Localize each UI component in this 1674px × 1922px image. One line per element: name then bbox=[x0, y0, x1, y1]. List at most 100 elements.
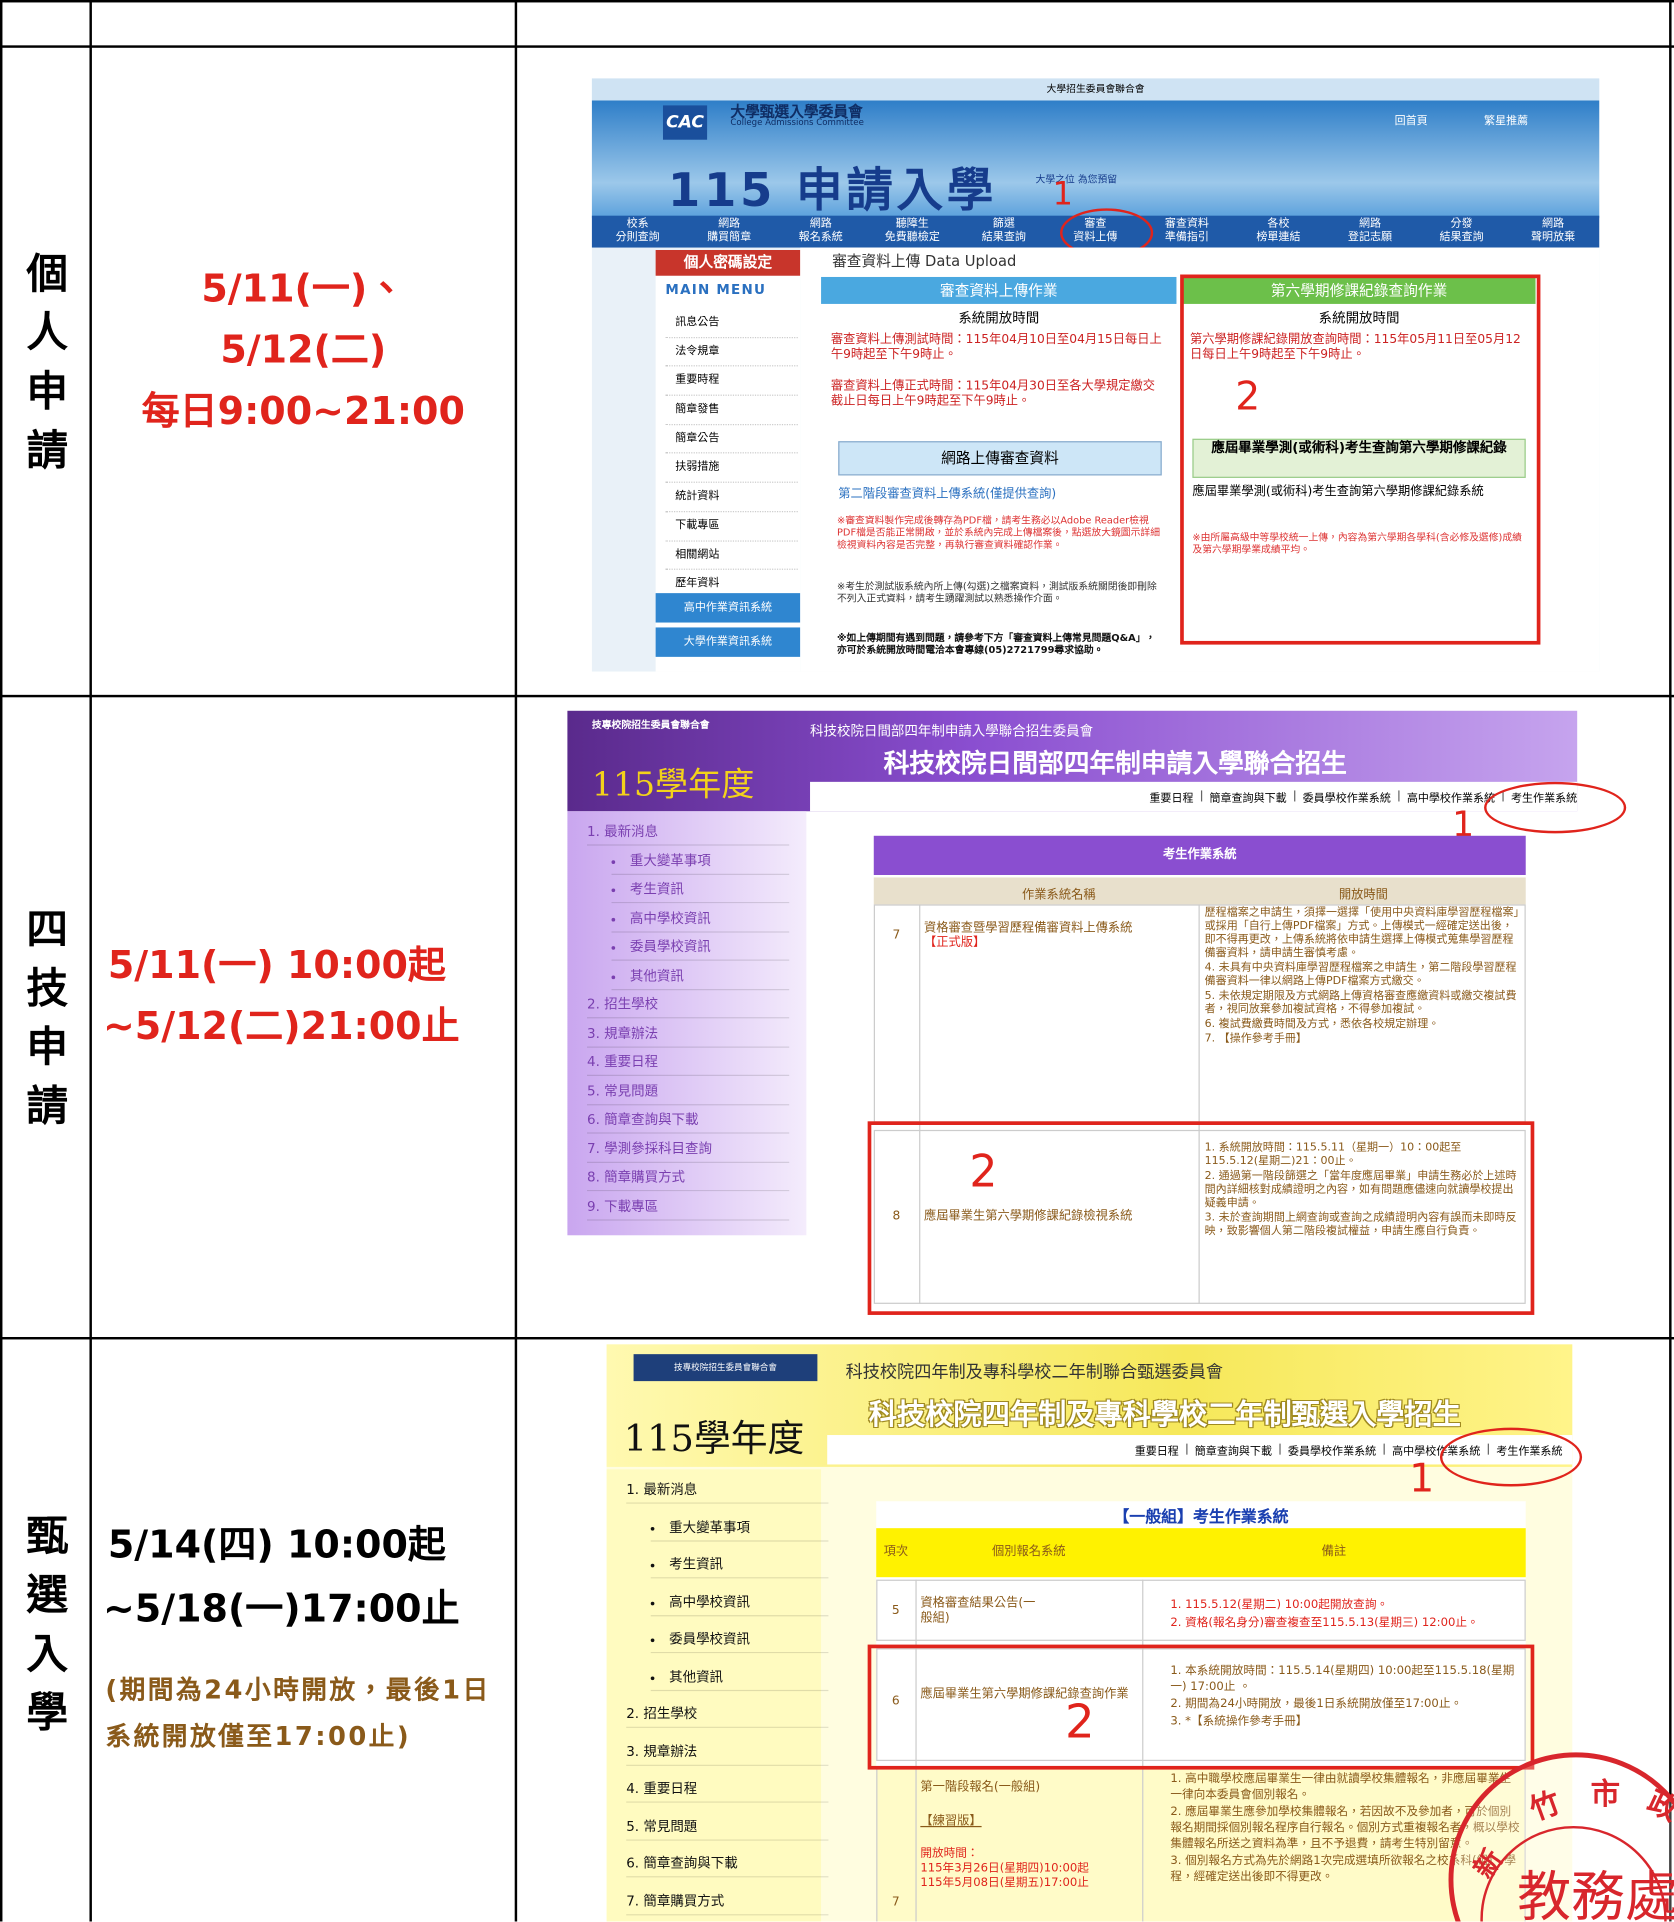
menu-item[interactable]: 3. 規章辦法 bbox=[626, 1741, 829, 1766]
menu-item[interactable]: 6. 簡章查詢與下載 bbox=[587, 1109, 790, 1134]
nav-item[interactable]: 網路 登記志願 bbox=[1324, 218, 1416, 245]
nav-item[interactable]: 網路 聲明放棄 bbox=[1507, 218, 1599, 245]
annotation-box bbox=[1180, 274, 1541, 645]
menu-item[interactable]: 重大變革事項 bbox=[650, 1517, 829, 1542]
note: ※如上傳期間有遇到問題，請參考下方「審查資料上傳常見問題Q&A」，亦可於系統開放… bbox=[837, 632, 1156, 656]
menu-item[interactable]: 委員學校資訊 bbox=[650, 1629, 829, 1654]
org: 大學甄選入學委員會 bbox=[730, 102, 863, 121]
menu-item[interactable]: 委員學校資訊 bbox=[611, 936, 790, 961]
nav-text: 各校 bbox=[1267, 218, 1290, 231]
menu-item[interactable]: 其他資訊 bbox=[611, 965, 790, 990]
row-label: 四技申請 bbox=[18, 906, 68, 1143]
menu-item[interactable]: 3. 規章辦法 bbox=[587, 1023, 790, 1048]
menu-item[interactable]: 高中學校資訊 bbox=[611, 907, 790, 932]
nav-item[interactable]: 各校 榜單連結 bbox=[1233, 218, 1325, 245]
nav-item[interactable]: 校系 分則查詢 bbox=[592, 218, 684, 245]
nav-item[interactable]: 重要日程 bbox=[1149, 792, 1194, 806]
text: 審查資料上傳正式時間：115年04月30日至各大學規定繳交截止日每日上午9時起至… bbox=[830, 379, 1156, 409]
menu-item[interactable]: 8. 簡章購買方式 bbox=[587, 1167, 790, 1192]
table-row bbox=[876, 1767, 1526, 1922]
menu-item[interactable]: 4. 重要日程 bbox=[587, 1051, 790, 1076]
rule bbox=[89, 0, 92, 1922]
menu-item[interactable]: 7. 簡章購買方式 bbox=[626, 1890, 829, 1915]
panel-head: 第六學期修課紀錄查詢作業 bbox=[1182, 276, 1536, 304]
nav-text: 購買簡章 bbox=[707, 231, 752, 244]
link[interactable]: 應屆畢業學測(或術科)考生查詢第六學期修課紀錄系統 bbox=[1192, 485, 1484, 499]
nav-item[interactable]: 篩選 結果查詢 bbox=[958, 218, 1050, 245]
nav-item[interactable]: 分發 結果查詢 bbox=[1416, 218, 1508, 245]
schedule: 5/14(四) 10:00起 bbox=[107, 1523, 446, 1568]
menu: 訊息公告 法令規章 重要時程 簡章發售 簡章公告 扶弱措施 統計資料 下載專區 相關網站 歷年資料 bbox=[665, 309, 798, 600]
annotation: 2 bbox=[969, 1147, 998, 1198]
nav-item[interactable]: 簡章查詢與下載 bbox=[1194, 1446, 1272, 1459]
org: 科技校院四年制及專科學校二年制聯合甄選委員會 bbox=[845, 1362, 1224, 1383]
menu-item[interactable]: 重大變革事項 bbox=[611, 850, 790, 875]
annotation: 1 bbox=[1452, 803, 1475, 845]
nav-text: 網路 bbox=[809, 218, 832, 231]
nav-item[interactable]: 網路 報名系統 bbox=[775, 218, 867, 245]
menu-item[interactable]: 法令規章 bbox=[665, 338, 798, 367]
nav-text: 網路 bbox=[718, 218, 741, 231]
nav-item[interactable]: 簡章查詢與下載 bbox=[1209, 792, 1287, 806]
note-line: 1. 高中職學校應屆畢業生一律由就讀學校集體報名，非應屆畢業生一律向本委員會個別… bbox=[1170, 1772, 1512, 1802]
menu-item[interactable]: 1. 最新消息 bbox=[626, 1479, 829, 1504]
menu-item[interactable]: 簡章公告 bbox=[665, 425, 798, 454]
banner: 115 申請入學 bbox=[667, 162, 998, 217]
year: 115學年度 bbox=[623, 1417, 805, 1461]
nav-item[interactable]: 委員學校作業系統 bbox=[1302, 792, 1391, 806]
system-button[interactable]: 大學作業資訊系統 bbox=[655, 627, 801, 657]
note-line: 1. 系統開放時間：115.5.11（星期一）10：00起至115.5.12(星… bbox=[1204, 1142, 1462, 1168]
menu-item[interactable]: 考生資訊 bbox=[611, 879, 790, 904]
col-header: 項次 bbox=[883, 1545, 909, 1559]
screenshot: 技專校院招生委員會聯合會 科技校院日間部四年制申請入學聯合招生委員會 115學年… bbox=[567, 710, 1627, 1315]
nav-text: 報名系統 bbox=[798, 231, 843, 244]
menu-item[interactable]: 訊息公告 bbox=[665, 309, 798, 338]
annotation: 2 bbox=[1235, 372, 1261, 420]
nav-item[interactable]: 委員學校作業系統 bbox=[1287, 1446, 1377, 1459]
system-button[interactable]: 高中作業資訊系統 bbox=[655, 593, 801, 623]
nav-item[interactable]: 審查資料 準備指引 bbox=[1141, 218, 1233, 245]
password-link[interactable]: 個人密碼設定 bbox=[655, 249, 801, 276]
nav-text: 登記志願 bbox=[1347, 231, 1393, 244]
slogan: 大學之位 為您預留 bbox=[1035, 174, 1118, 186]
nav-text: 聲明放棄 bbox=[1531, 231, 1576, 244]
menu-item[interactable]: 高中學校資訊 bbox=[650, 1591, 829, 1616]
row-name: 第一階段報名(一般組) bbox=[920, 1780, 1041, 1795]
nav-item[interactable]: 高中學校作業系統 bbox=[1406, 792, 1496, 806]
menu-item[interactable]: 統計資料 bbox=[665, 483, 798, 513]
menu-item[interactable]: 下載專區 bbox=[665, 512, 798, 542]
menu-item[interactable]: 簡章發售 bbox=[665, 396, 798, 425]
menu-item[interactable]: 5. 常見問題 bbox=[626, 1816, 829, 1841]
nav-item[interactable]: 重要日程 bbox=[1134, 1446, 1179, 1459]
annotation: 1 bbox=[1052, 176, 1073, 214]
nav-text: 校系 bbox=[626, 218, 649, 231]
menu-item[interactable]: 5. 常見問題 bbox=[587, 1080, 790, 1105]
link[interactable]: 第二階段審查資料上傳系統(僅提供查詢) bbox=[838, 487, 1057, 502]
row-tag[interactable]: 【練習版】 bbox=[920, 1814, 982, 1829]
menu-item[interactable]: 9. 下載專區 bbox=[587, 1195, 790, 1220]
menu-item[interactable]: 4. 重要日程 bbox=[626, 1778, 829, 1803]
row-label: 個人申請 bbox=[18, 251, 68, 487]
menu-item[interactable]: 2. 招生學校 bbox=[626, 1703, 829, 1728]
stamp-char: 政 bbox=[1642, 1784, 1674, 1828]
menu-item[interactable]: 扶弱措施 bbox=[665, 454, 798, 483]
nav-sep bbox=[1398, 790, 1400, 802]
sidebar: 1. 最新消息重大變革事項考生資訊高中學校資訊委員學校資訊其他資訊 2. 招生學校… bbox=[567, 811, 807, 1236]
menu-item[interactable]: 相關網站 bbox=[665, 541, 798, 571]
menu-item[interactable]: 重要時程 bbox=[665, 367, 798, 396]
note-line: 1. 115.5.12(星期二) 10:00起開放查詢。 bbox=[1170, 1598, 1389, 1612]
menu-item[interactable]: 1. 最新消息 bbox=[587, 821, 790, 846]
nav-item[interactable]: 聽障生 免費聽檢定 bbox=[867, 218, 959, 245]
col-header: 開放時間 bbox=[1338, 888, 1388, 902]
menu-item[interactable]: 6. 簡章查詢與下載 bbox=[626, 1853, 829, 1878]
schedule: 每日9:00~21:00 bbox=[141, 389, 465, 434]
menu-item[interactable]: 2. 招生學校 bbox=[587, 994, 790, 1019]
row-notes: 1. 高中職學校應屆畢業生一律由就讀學校集體報名，非應屆畢業生一律向本委員會個別… bbox=[1170, 1771, 1519, 1886]
schedule: 5/12(二) bbox=[220, 328, 387, 373]
menu-item[interactable]: 考生資訊 bbox=[650, 1554, 829, 1579]
rule bbox=[514, 0, 518, 1922]
menu-item[interactable]: 其他資訊 bbox=[650, 1666, 829, 1691]
menu-item[interactable]: 7. 學測參採科目查詢 bbox=[587, 1138, 790, 1163]
note-line: 2. 通過第一階段篩選之「當年度應屆畢業」申請生務必於上述時間內詳細核對成績證明… bbox=[1204, 1170, 1517, 1210]
nav-item[interactable]: 網路 購買簡章 bbox=[683, 218, 775, 245]
